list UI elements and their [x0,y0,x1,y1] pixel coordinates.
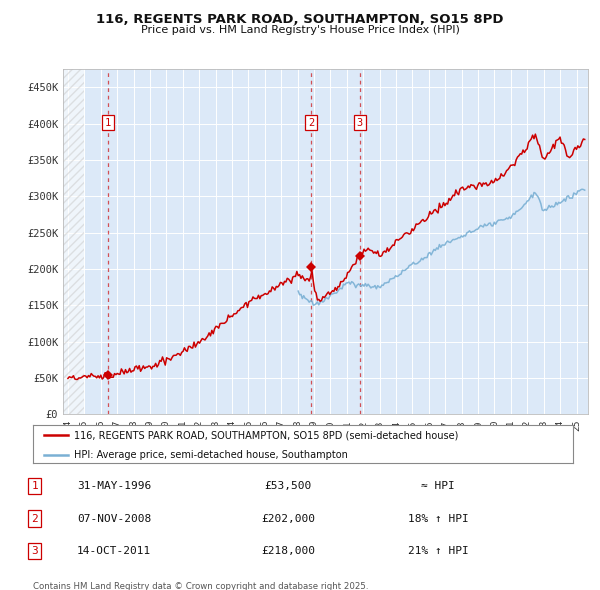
Text: 14-OCT-2011: 14-OCT-2011 [77,546,151,556]
Text: 2: 2 [31,514,38,523]
Text: 31-MAY-1996: 31-MAY-1996 [77,481,151,491]
Text: 3: 3 [31,546,38,556]
Text: £218,000: £218,000 [261,546,315,556]
Polygon shape [63,69,85,414]
Text: 1: 1 [104,117,111,127]
Text: HPI: Average price, semi-detached house, Southampton: HPI: Average price, semi-detached house,… [74,450,347,460]
Text: Price paid vs. HM Land Registry's House Price Index (HPI): Price paid vs. HM Land Registry's House … [140,25,460,35]
Text: ≈ HPI: ≈ HPI [421,481,455,491]
Text: 116, REGENTS PARK ROAD, SOUTHAMPTON, SO15 8PD (semi-detached house): 116, REGENTS PARK ROAD, SOUTHAMPTON, SO1… [74,430,458,440]
Text: 2: 2 [308,117,314,127]
Text: 07-NOV-2008: 07-NOV-2008 [77,514,151,523]
Text: £53,500: £53,500 [265,481,311,491]
Text: 1: 1 [31,481,38,491]
Text: 3: 3 [356,117,363,127]
Text: 116, REGENTS PARK ROAD, SOUTHAMPTON, SO15 8PD: 116, REGENTS PARK ROAD, SOUTHAMPTON, SO1… [96,13,504,26]
Text: Contains HM Land Registry data © Crown copyright and database right 2025.
This d: Contains HM Land Registry data © Crown c… [33,582,368,590]
Text: £202,000: £202,000 [261,514,315,523]
Text: 21% ↑ HPI: 21% ↑ HPI [407,546,469,556]
Text: 18% ↑ HPI: 18% ↑ HPI [407,514,469,523]
